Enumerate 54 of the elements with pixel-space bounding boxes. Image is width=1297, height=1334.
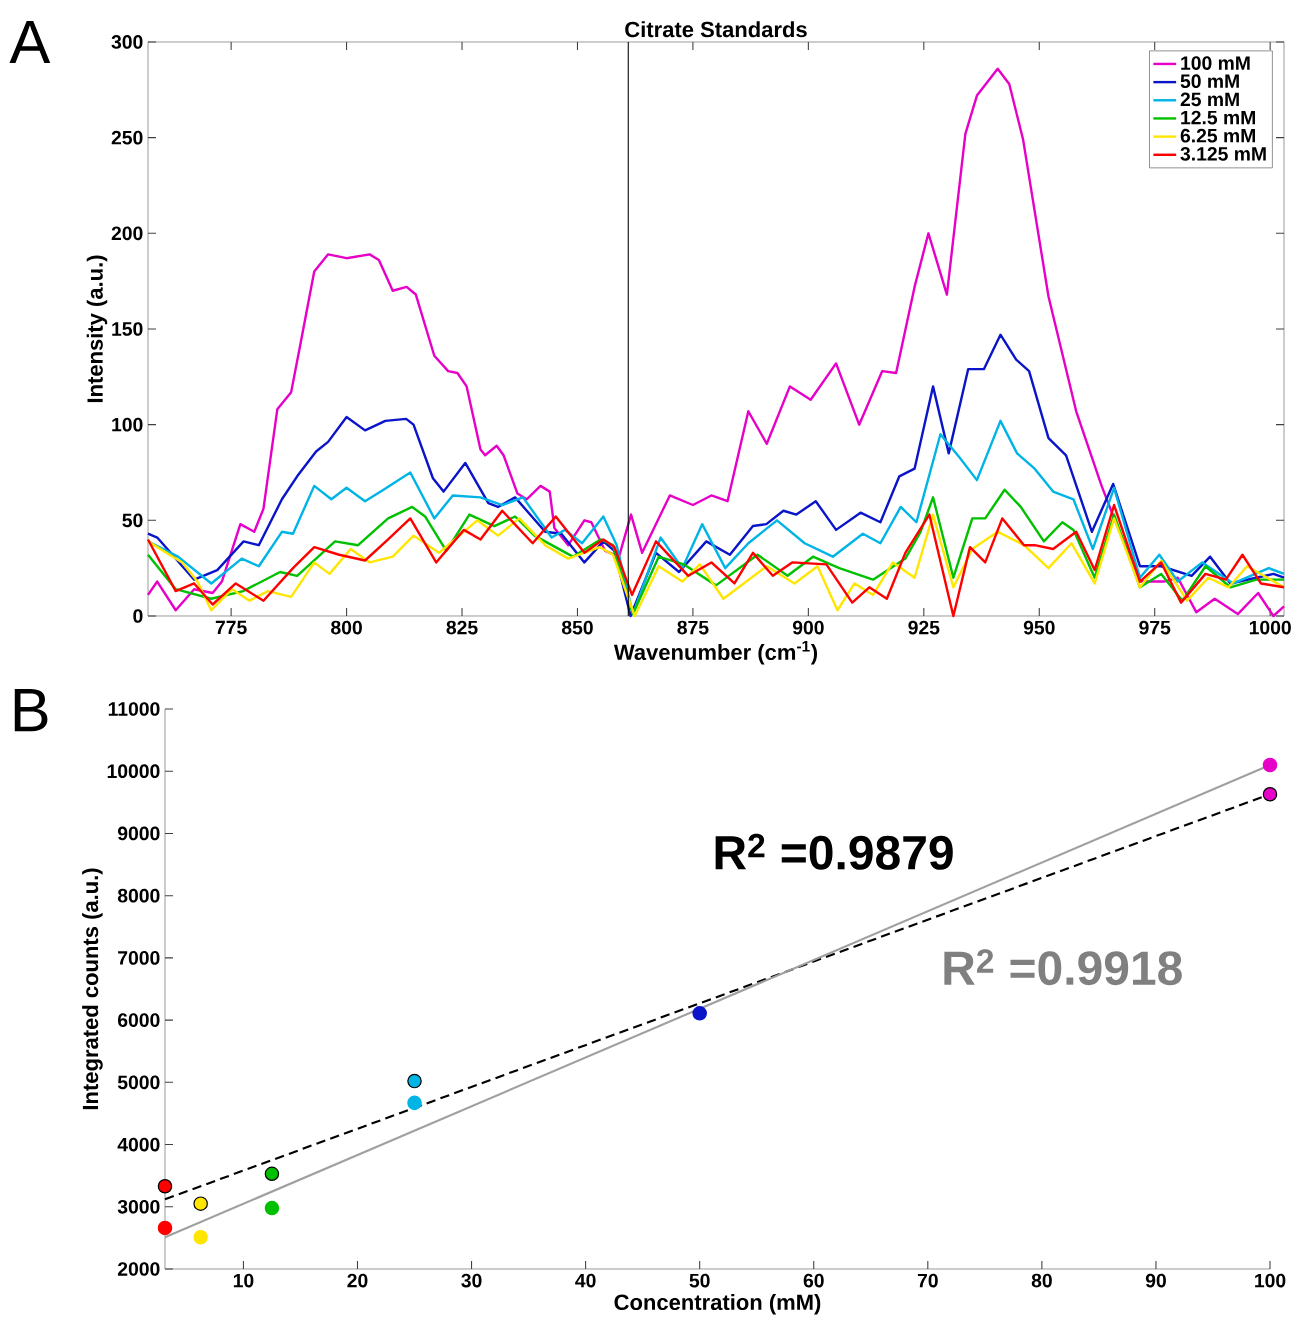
x-tick-label: 1000 [1249,620,1291,635]
y-tick-label: 2000 [117,1262,160,1276]
y-tick-label: 200 [111,226,143,241]
x-tick-label: 875 [677,620,709,635]
legend-label: 6.25 mM [1180,128,1255,143]
legend-label: 12.5 mM [1181,110,1255,125]
text: A [9,20,51,64]
y-tick-label: 3000 [117,1199,160,1214]
y-tick-label: 7000 [118,951,160,965]
x-tick-label: 800 [331,620,362,635]
y-tick-label: 9000 [117,826,160,841]
text: B [14,689,48,732]
x-tick-label: 100 [1255,1273,1286,1288]
y-tick-label: 11000 [108,702,160,716]
x-tick-label: 900 [792,620,824,635]
legend-label: 100 mM [1181,56,1250,70]
x-tick-label: 70 [917,1273,938,1288]
x-tick-label: 950 [1023,620,1055,635]
y-tick-label: 150 [112,322,143,336]
y-tick-label: 6000 [117,1013,160,1027]
x-tick-label: 90 [1145,1273,1166,1288]
x-tick-label: 925 [908,620,940,635]
legend-label: 3.125 mM [1180,147,1266,161]
x-axis-title: Wavenumber (cm$^{-1}$) [613,640,818,665]
chart-title: Citrate Standards [625,21,807,38]
x-tick-label: 50 [689,1273,710,1288]
x-tick-label: 30 [461,1273,482,1288]
y-tick-label: 100 [112,417,143,432]
y-tick-label: 8000 [117,888,160,903]
annotation: R$^{2}$ =0.9879 [715,833,953,870]
x-tick-label: 20 [347,1273,368,1288]
y-tick-label: 10000 [107,764,160,779]
y-axis-title: Integrated counts (a.u.) [82,868,103,1110]
x-tick-label: 850 [561,620,593,635]
y-tick-label: 300 [111,35,143,49]
legend-label: 50 mM [1180,74,1239,89]
x-tick-label: 825 [446,620,478,635]
y-tick-label: 4000 [117,1137,160,1152]
x-tick-label: 10 [233,1273,254,1288]
x-axis-title: Concentration (mM) [614,1293,821,1315]
x-tick-label: 80 [1031,1273,1052,1288]
y-tick-label: 0 [133,609,143,623]
y-axis-title: Intensity (a.u.) [86,255,108,403]
y-tick-label: 250 [111,130,143,145]
x-tick-label: 40 [575,1273,596,1288]
y-tick-label: 5000 [117,1075,160,1090]
annotation: R$^{2}$ =0.9918 [944,949,1182,986]
x-tick-label: 60 [803,1273,824,1288]
legend-label: 25 mM [1180,92,1239,107]
line-series [146,333,1286,618]
y-tick-label: 50 [122,513,143,528]
x-tick-label: 775 [215,620,247,635]
x-tick-label: 975 [1139,620,1171,635]
point [692,1006,707,1021]
